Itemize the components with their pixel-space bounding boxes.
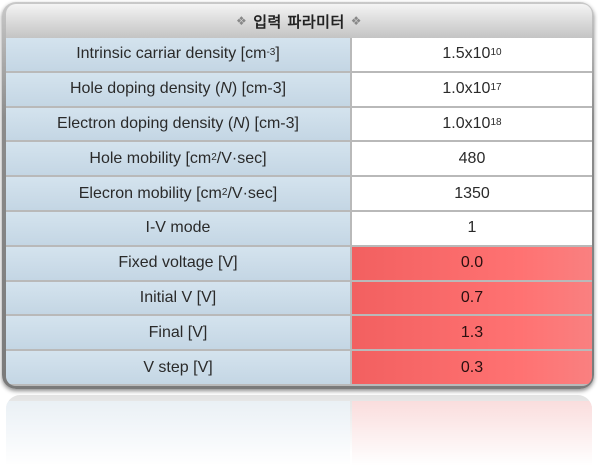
parameter-table: Intrinsic carriar density [cm -3] 1.5x10 10…: [6, 38, 592, 386]
parameter-value[interactable]: 0.7: [352, 281, 592, 315]
parameter-label: Elecron mobility [cm 2/V·sec]: [6, 177, 350, 210]
panel-reflection: [6, 395, 592, 465]
diamond-ornament-icon: ❖: [350, 14, 363, 28]
parameter-value[interactable]: 1: [352, 212, 592, 245]
parameter-value[interactable]: 1.3: [352, 316, 592, 350]
diamond-ornament-icon: ❖: [235, 14, 248, 28]
parameter-value[interactable]: 1350: [352, 177, 592, 210]
parameter-value[interactable]: 480: [352, 142, 592, 176]
parameter-value[interactable]: 0.3: [352, 351, 592, 384]
parameter-value[interactable]: 1.5x10 10: [352, 38, 592, 71]
parameter-label: Fixed voltage [V]: [6, 246, 350, 280]
reflection-right: [352, 401, 592, 465]
parameter-label: Initial V [V]: [6, 281, 350, 315]
parameter-value[interactable]: 0.0: [352, 246, 592, 280]
parameter-label: I-V mode: [6, 212, 350, 245]
parameter-label: V step [V]: [6, 351, 350, 384]
reflection-left: [6, 401, 350, 465]
panel-title: 입력 파라미터: [253, 12, 345, 31]
parameter-label: Intrinsic carriar density [cm -3]: [6, 38, 350, 71]
parameter-label: Electron doping density (N ) [cm-3]: [6, 107, 350, 141]
table-row: Electron doping density (N ) [cm-3] 1.0x1…: [6, 107, 592, 141]
parameter-value[interactable]: 1.0x10 17: [352, 72, 592, 106]
table-row: Hole doping density (N ) [cm-3] 1.0x10 17: [6, 72, 592, 106]
parameter-value[interactable]: 1.0x10 18: [352, 107, 592, 141]
table-row: I-V mode 1: [6, 212, 592, 245]
parameter-label: Hole doping density (N ) [cm-3]: [6, 72, 350, 106]
table-row: Elecron mobility [cm 2/V·sec] 1350: [6, 177, 592, 210]
table-row: Hole mobility [cm 2/V·sec] 480: [6, 142, 592, 176]
table-row: Final [V] 1.3: [6, 316, 592, 350]
parameter-label: Hole mobility [cm 2/V·sec]: [6, 142, 350, 176]
parameter-label: Final [V]: [6, 316, 350, 350]
table-row: Intrinsic carriar density [cm -3] 1.5x10 10: [6, 38, 592, 71]
table-row: Fixed voltage [V] 0.0: [6, 246, 592, 280]
table-row: V step [V] 0.3: [6, 351, 592, 384]
panel-title-bar: ❖ 입력 파라미터 ❖: [6, 4, 592, 38]
table-row: Initial V [V] 0.7: [6, 281, 592, 315]
